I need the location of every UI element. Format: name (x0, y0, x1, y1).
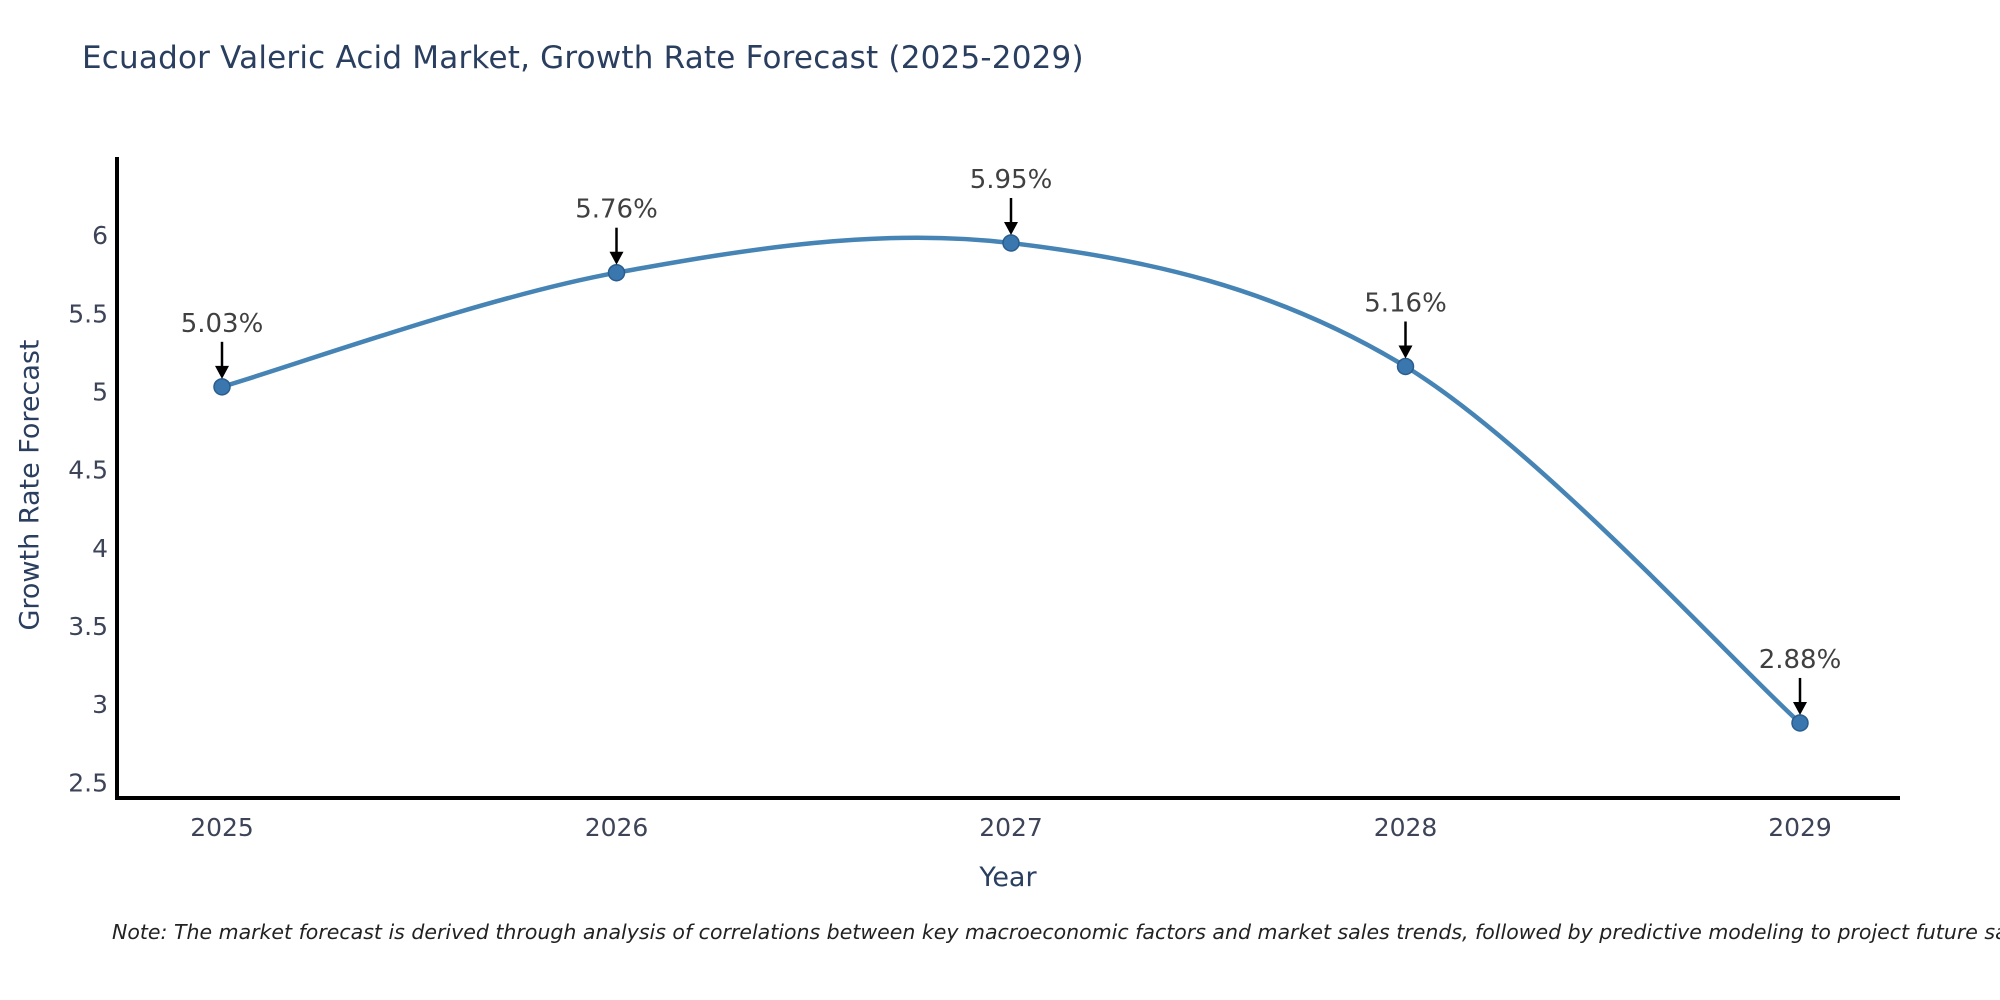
x-tick-label: 2026 (585, 813, 649, 842)
x-tick-label: 2027 (979, 813, 1043, 842)
y-tick-label: 5 (92, 378, 108, 407)
data-point-2027[interactable] (1002, 234, 1020, 252)
data-point-2026[interactable] (607, 263, 626, 282)
y-axis-title: Growth Rate Forecast (14, 339, 46, 631)
x-tick-label: 2028 (1374, 813, 1438, 842)
point-value-label: 2.88% (1759, 645, 1842, 675)
y-tick-label: 6 (92, 221, 108, 250)
annotation-arrowhead-icon (1793, 701, 1807, 715)
data-point-2025[interactable] (213, 378, 231, 396)
x-axis-title: Year (979, 862, 1037, 893)
chart-title: Ecuador Valeric Acid Market, Growth Rate… (82, 40, 1084, 76)
annotation-arrowhead-icon (609, 251, 624, 265)
point-value-label: 5.03% (181, 309, 264, 339)
y-tick-label: 3.5 (68, 612, 108, 641)
data-point-2028[interactable] (1396, 357, 1415, 376)
axis-spines (115, 157, 1900, 800)
y-tick-label: 4 (92, 534, 108, 563)
x-tick-label: 2029 (1768, 813, 1832, 842)
annotation-arrowhead-icon (1398, 345, 1413, 359)
y-tick-label: 5.5 (68, 299, 108, 328)
data-point-2029[interactable] (1791, 714, 1809, 732)
point-value-label: 5.16% (1364, 288, 1447, 318)
y-tick-label: 3 (92, 690, 108, 719)
y-tick-label: 4.5 (68, 456, 108, 485)
point-value-label: 5.95% (970, 165, 1053, 195)
footnote: Note: The market forecast is derived thr… (112, 920, 2000, 944)
x-tick-label: 2025 (190, 813, 254, 842)
point-value-label: 5.76% (575, 195, 658, 225)
annotation-arrowhead-icon (215, 365, 229, 379)
series-line (219, 235, 1803, 726)
annotation-arrowhead-icon (1004, 221, 1018, 235)
y-tick-label: 2.5 (68, 768, 108, 797)
